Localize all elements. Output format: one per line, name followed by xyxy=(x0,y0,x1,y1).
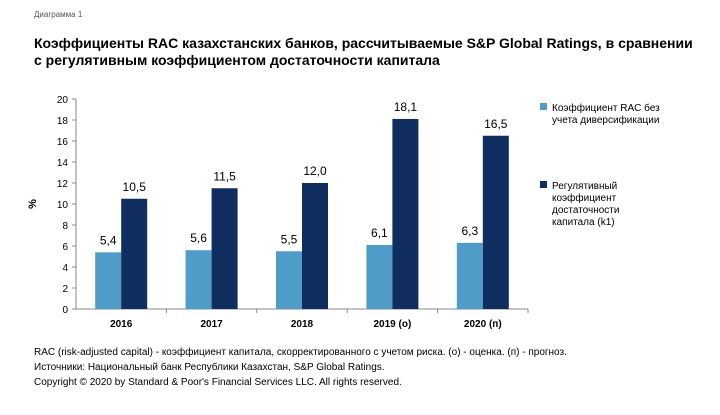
y-tick-label: 16 xyxy=(57,137,69,148)
chart-title: Коэффициенты RAC казахстанских банков, р… xyxy=(34,35,693,68)
note-copyright: Copyright © 2020 by Standard & Poor's Fi… xyxy=(34,377,402,388)
legend-label-rac: Коэффициент RAC без xyxy=(552,102,660,114)
data-label-k1: 10,5 xyxy=(123,180,147,194)
bar-rac xyxy=(185,250,212,309)
legend-label-k1: Регулятивный xyxy=(552,181,617,192)
data-label-k1: 12,0 xyxy=(303,164,327,178)
bar-rac xyxy=(456,242,483,309)
bar-k1 xyxy=(392,118,419,309)
y-tick-label: 10 xyxy=(57,200,69,211)
y-tick-label: 2 xyxy=(62,284,68,295)
x-tick-label: 2019 (о) xyxy=(374,319,412,330)
diagram-label: Диаграмма 1 xyxy=(34,10,83,19)
y-tick-label: 20 xyxy=(57,95,69,106)
x-tick-label: 2018 xyxy=(291,319,314,330)
y-tick-label: 8 xyxy=(62,221,68,232)
bar-k1 xyxy=(482,135,509,309)
legend-swatch-k1 xyxy=(540,181,547,188)
legend-label-k1: коэффициент xyxy=(552,192,617,204)
chart-notes: RAC (risk-adjusted capital) - коэффициен… xyxy=(34,345,714,390)
bar-k1 xyxy=(211,188,238,309)
data-label-k1: 18,1 xyxy=(394,100,418,114)
legend-swatch-rac xyxy=(540,103,547,110)
bar-rac xyxy=(366,244,393,309)
bar-k1 xyxy=(302,183,328,309)
y-tick-label: 18 xyxy=(57,116,69,127)
y-tick-label: 14 xyxy=(57,158,69,169)
legend-label-k1: капитала (k1) xyxy=(552,217,615,228)
x-tick-label: 2016 xyxy=(110,319,133,330)
y-axis-label: % xyxy=(27,199,39,209)
data-label-k1: 11,5 xyxy=(213,169,236,183)
bar-rac xyxy=(95,252,122,309)
y-tick-label: 0 xyxy=(62,305,68,316)
note-sources: Источники: Национальный банк Республики … xyxy=(34,362,385,373)
x-tick-label: 2017 xyxy=(200,319,223,330)
note-rac-definition: RAC (risk-adjusted capital) - коэффициен… xyxy=(34,347,567,358)
data-label-k1: 16,5 xyxy=(484,117,508,131)
y-tick-label: 12 xyxy=(57,179,69,190)
x-tick-label: 2020 (п) xyxy=(464,319,502,330)
bar-k1 xyxy=(121,198,148,309)
bar-rac xyxy=(276,251,302,309)
data-label-rac: 5,4 xyxy=(100,233,117,247)
data-label-rac: 5,6 xyxy=(190,231,207,245)
data-label-rac: 6,1 xyxy=(371,226,388,240)
data-label-rac: 5,5 xyxy=(281,232,298,246)
data-label-rac: 6,3 xyxy=(461,224,478,238)
legend-label-rac: учета диверсификации xyxy=(552,114,659,126)
y-tick-label: 4 xyxy=(62,263,68,274)
legend-label-k1: достаточности xyxy=(552,205,619,216)
y-tick-label: 6 xyxy=(62,242,68,253)
